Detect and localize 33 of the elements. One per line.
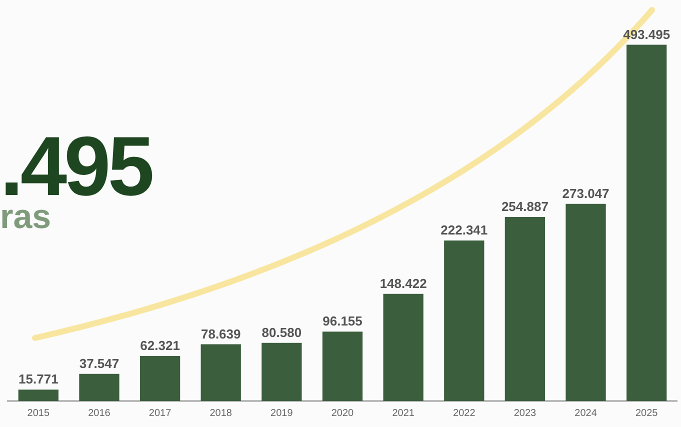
bar [444, 240, 484, 401]
data-label: 254.887 [501, 199, 548, 214]
x-tick-label: 2015 [27, 408, 50, 419]
bar [566, 204, 606, 401]
x-tick-label: 2018 [210, 408, 232, 419]
data-label: 493.495 [623, 26, 670, 42]
bar [383, 294, 424, 401]
x-tick-label: 2019 [270, 408, 294, 419]
data-label: 222.341 [440, 222, 488, 238]
bar [626, 44, 667, 401]
x-tick-label: 2025 [635, 408, 658, 419]
data-label: 37.547 [79, 356, 120, 371]
bar [140, 356, 180, 401]
data-label: 148.422 [380, 276, 427, 291]
bar [262, 342, 302, 401]
bar [18, 390, 58, 401]
x-tick-label: 2021 [392, 408, 415, 419]
bar [322, 332, 363, 401]
bar [200, 344, 241, 401]
x-tick-label: 2024 [574, 408, 598, 419]
x-tick-label: 2017 [148, 408, 172, 419]
bar [504, 216, 546, 401]
bar [79, 374, 120, 401]
x-tick-label: 2020 [331, 408, 354, 419]
x-tick-label: 2022 [453, 408, 476, 419]
data-label: 273.047 [562, 186, 610, 201]
data-label: 15.771 [18, 372, 58, 387]
data-label: 80.580 [262, 324, 302, 340]
x-tick-label: 2023 [514, 408, 537, 419]
x-tick-label: 2016 [88, 408, 111, 419]
data-label: 96.155 [322, 314, 362, 329]
data-label: 78.639 [200, 326, 241, 342]
data-label: 62.321 [140, 338, 180, 354]
